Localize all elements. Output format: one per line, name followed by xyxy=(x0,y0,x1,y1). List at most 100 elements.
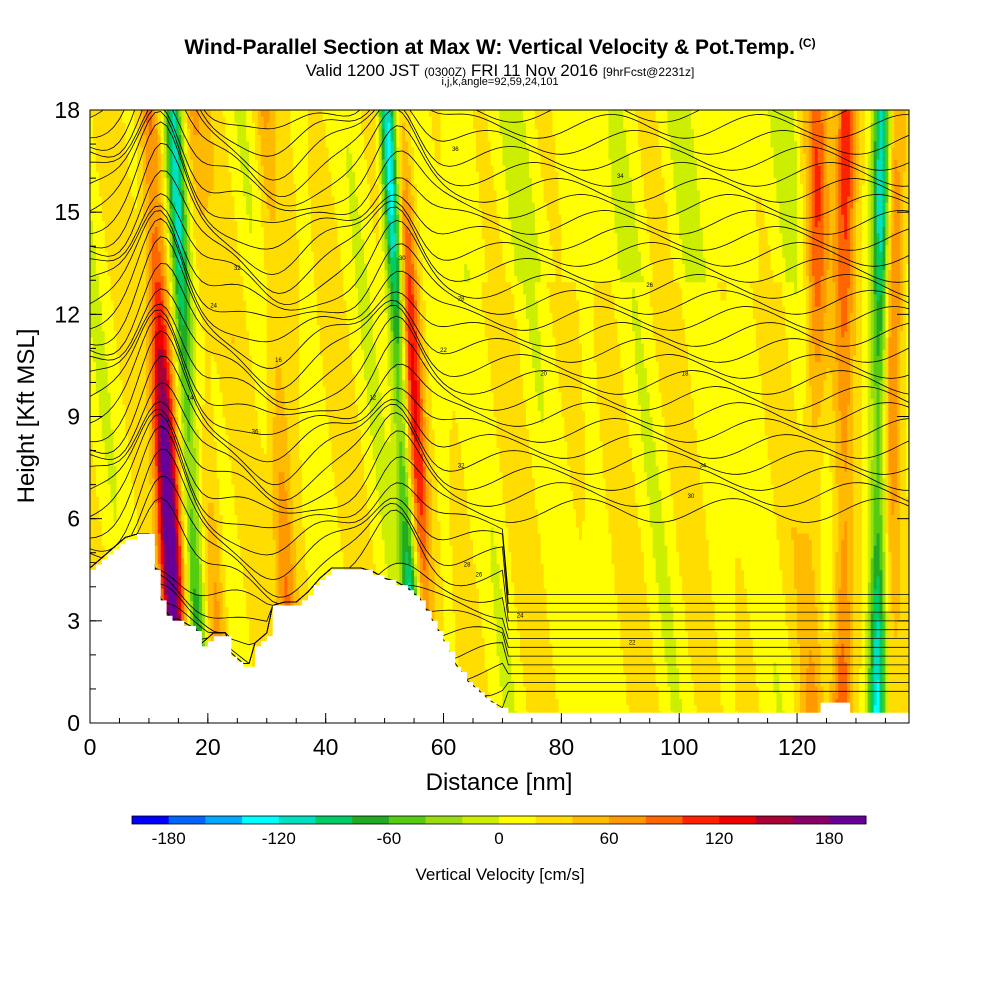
velocity-cell xyxy=(131,238,135,246)
velocity-cell xyxy=(107,250,112,258)
velocity-cell xyxy=(166,250,171,258)
velocity-cell xyxy=(107,373,112,381)
velocity-cell xyxy=(134,342,138,350)
velocity-cell xyxy=(113,134,118,142)
velocity-cell xyxy=(143,434,147,442)
velocity-cell xyxy=(157,477,162,485)
velocity-cell xyxy=(204,471,209,479)
velocity-cell xyxy=(187,349,191,356)
velocity-cell xyxy=(201,312,206,320)
velocity-cell xyxy=(163,232,168,240)
velocity-cell xyxy=(166,551,171,559)
velocity-cell xyxy=(137,502,141,510)
velocity-cell xyxy=(160,483,165,491)
velocity-cell xyxy=(95,508,100,516)
velocity-cell xyxy=(175,422,179,430)
velocity-cell xyxy=(196,165,200,172)
velocity-cell xyxy=(104,404,109,411)
velocity-cell xyxy=(128,416,132,424)
velocity-cell xyxy=(193,575,197,583)
velocity-cell xyxy=(90,496,94,503)
velocity-cell xyxy=(98,471,103,479)
velocity-cell xyxy=(145,165,150,172)
velocity-cell xyxy=(172,189,177,197)
velocity-cell xyxy=(181,189,185,197)
velocity-cell xyxy=(107,434,112,442)
velocity-cell xyxy=(190,116,194,123)
velocity-cell xyxy=(137,471,141,479)
velocity-cell xyxy=(204,293,209,301)
velocity-cell xyxy=(187,434,191,442)
velocity-cell xyxy=(210,195,215,203)
velocity-cell xyxy=(201,434,206,442)
velocity-cell xyxy=(119,336,124,344)
velocity-cell xyxy=(95,275,100,283)
velocity-cell xyxy=(110,122,115,129)
velocity-cell xyxy=(210,171,215,179)
velocity-cell xyxy=(101,342,106,350)
velocity-cell xyxy=(98,287,103,295)
velocity-cell xyxy=(148,496,153,503)
velocity-cell xyxy=(207,189,212,197)
velocity-cell xyxy=(193,122,197,129)
velocity-cell xyxy=(201,330,206,338)
velocity-cell xyxy=(95,195,100,203)
velocity-cell xyxy=(145,477,150,485)
velocity-cell xyxy=(163,434,168,442)
velocity-cell xyxy=(163,551,168,559)
velocity-cell xyxy=(190,165,194,172)
velocity-cell xyxy=(122,342,126,350)
velocity-cell xyxy=(213,514,218,522)
velocity-cell xyxy=(184,471,188,479)
velocity-cell xyxy=(166,171,171,179)
velocity-cell xyxy=(119,275,124,283)
velocity-cell xyxy=(216,490,221,497)
velocity-cell xyxy=(157,250,162,258)
velocity-cell xyxy=(160,410,165,418)
velocity-cell xyxy=(219,471,224,479)
velocity-cell xyxy=(210,465,215,473)
velocity-cell xyxy=(201,146,206,154)
velocity-cell xyxy=(199,208,203,215)
velocity-cell xyxy=(160,275,165,283)
velocity-cell xyxy=(163,275,168,283)
velocity-cell xyxy=(92,263,97,270)
velocity-cell xyxy=(169,324,174,332)
velocity-cell xyxy=(101,496,106,503)
velocity-cell xyxy=(178,588,182,595)
velocity-cell xyxy=(148,385,153,393)
velocity-cell xyxy=(148,232,153,240)
velocity-cell xyxy=(199,490,203,497)
velocity-cell xyxy=(196,312,200,320)
velocity-cell xyxy=(169,404,174,411)
velocity-cell xyxy=(187,165,191,172)
velocity-cell xyxy=(98,410,103,418)
velocity-cell xyxy=(113,441,118,448)
velocity-cell xyxy=(213,477,218,485)
velocity-cell xyxy=(207,385,212,393)
velocity-cell xyxy=(213,159,218,166)
velocity-cell xyxy=(210,152,215,160)
velocity-cell xyxy=(204,391,209,399)
velocity-cell xyxy=(143,496,147,503)
velocity-cell xyxy=(172,471,177,479)
velocity-cell xyxy=(181,385,185,393)
velocity-cell xyxy=(219,373,224,381)
velocity-cell xyxy=(116,208,121,215)
velocity-cell xyxy=(181,165,185,172)
velocity-cell xyxy=(204,490,209,497)
velocity-cell xyxy=(110,483,115,491)
velocity-cell xyxy=(148,428,153,436)
velocity-cell xyxy=(175,385,179,393)
velocity-cell xyxy=(131,367,135,375)
velocity-cell xyxy=(116,318,121,326)
velocity-cell xyxy=(137,367,141,375)
velocity-cell xyxy=(184,391,188,399)
velocity-cell xyxy=(178,128,182,136)
velocity-cell xyxy=(107,275,112,283)
velocity-cell xyxy=(151,300,156,307)
velocity-cell xyxy=(104,238,109,246)
velocity-cell xyxy=(169,447,174,454)
velocity-cell xyxy=(160,471,165,479)
velocity-cell xyxy=(210,116,215,123)
